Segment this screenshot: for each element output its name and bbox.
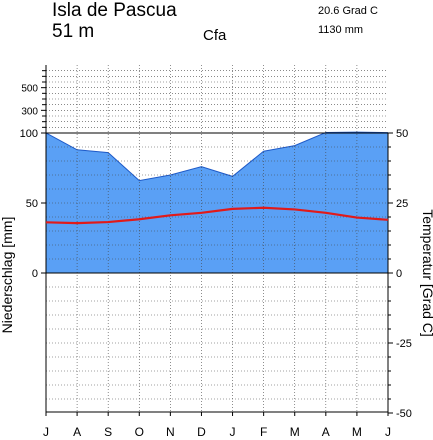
month-label: J	[43, 425, 49, 439]
month-label: N	[166, 425, 175, 439]
station-name: Isla de Pascua	[52, 0, 177, 21]
month-label: D	[197, 425, 206, 439]
right-tick-label: 25	[396, 198, 408, 210]
climate-class: Cfa	[203, 27, 227, 44]
left-tick-label: 100	[20, 128, 38, 140]
left-tick-label: 300	[21, 106, 38, 117]
right-tick-label: 0	[396, 268, 402, 280]
left-tick-label: 500	[21, 84, 38, 95]
month-label: S	[104, 425, 112, 439]
right-tick-label: -25	[396, 338, 412, 350]
month-label: A	[322, 425, 330, 439]
month-label: A	[73, 425, 81, 439]
month-label: O	[135, 425, 144, 439]
right-tick-label: -50	[396, 408, 412, 420]
station-elevation: 51 m	[52, 21, 95, 42]
right-tick-label: 50	[396, 128, 408, 140]
month-label: F	[260, 425, 267, 439]
right-axis-title: Temperatur [Grad C]	[420, 209, 433, 337]
month-label: M	[352, 425, 362, 439]
annual-mean-temperature: 20.6 Grad C	[318, 5, 378, 17]
annual-precipitation: 1130 mm	[318, 24, 364, 36]
temperature-line	[45, 206, 389, 225]
left-tick-label: 0	[32, 268, 38, 280]
month-label: J	[230, 425, 236, 439]
month-label: J	[385, 425, 391, 439]
precipitation-line	[45, 131, 389, 182]
left-axis-title: Niederschlag [mm]	[0, 217, 15, 334]
left-tick-label: 50	[26, 198, 38, 210]
month-label: M	[290, 425, 300, 439]
